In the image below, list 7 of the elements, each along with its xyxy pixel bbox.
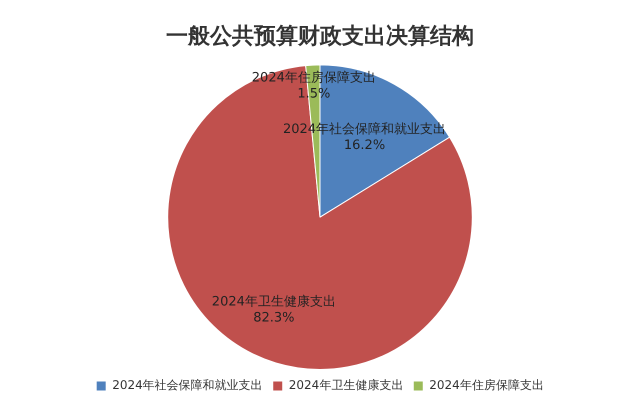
- legend-label: 2024年卫生健康支出: [288, 378, 404, 392]
- data-label: 82.3%: [253, 310, 295, 326]
- legend-label: 2024年住房保障支出: [429, 378, 544, 392]
- chart-title: 一般公共预算财政支出决算结构: [166, 22, 474, 49]
- data-label: 16.2%: [344, 138, 386, 153]
- legend-label: 2024年社会保障和就业支出: [112, 378, 263, 392]
- slice-label: 2024年卫生健康支出: [212, 294, 336, 310]
